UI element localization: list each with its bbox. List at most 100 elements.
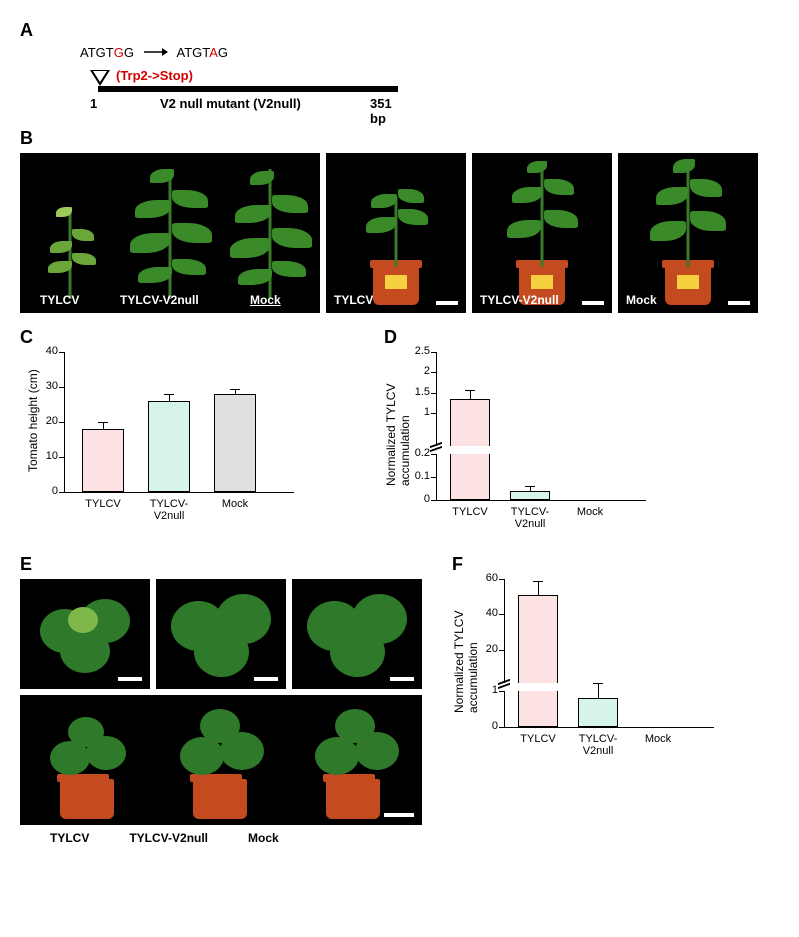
panel-label-c: C	[20, 327, 294, 348]
leaf	[172, 259, 206, 275]
bp-start: 1	[90, 96, 97, 111]
pot	[373, 265, 419, 305]
leaf	[690, 179, 722, 197]
panel-b-images: TYLCV TYLCV-V2null Mock TYLCV TYLCV-V2nu…	[20, 153, 779, 313]
label-tylcv: TYLCV	[50, 831, 89, 845]
scale-bar	[390, 677, 414, 681]
pot	[665, 265, 711, 305]
leaf	[398, 209, 428, 225]
scale-bar	[728, 301, 750, 305]
scale-bar	[436, 301, 458, 305]
mutant-name: V2 null mutant (V2null)	[160, 96, 301, 111]
label-v2null: TYLCV-V2null	[129, 831, 208, 845]
seq-before-post: G	[124, 45, 134, 60]
leaf	[72, 229, 94, 241]
pot	[60, 779, 114, 819]
label-v2null: TYLCV-V2null	[120, 293, 199, 307]
label-v2null: TYLCV-V2null	[480, 293, 559, 307]
leaf	[230, 238, 270, 258]
panel-a: A ATGTGG ATGTAG (Trp2->Stop) 1 V2 null m…	[20, 20, 779, 114]
leaf	[172, 223, 212, 243]
benth-top-tylcv	[20, 579, 150, 689]
leaf	[690, 211, 726, 231]
stem	[395, 197, 398, 267]
chart-c: 010203040Tomato height (cm)TYLCVTYLCV-V2…	[20, 352, 294, 532]
label-mock-scalebar: Mock	[250, 293, 281, 307]
gene-diagram: (Trp2->Stop) 1 V2 null mutant (V2null) 3…	[80, 64, 400, 114]
potted-tylcv: TYLCV	[326, 153, 466, 313]
pot	[326, 779, 380, 819]
scale-bar	[384, 813, 414, 817]
label-tylcv: TYLCV	[334, 293, 373, 307]
leaf	[200, 709, 240, 743]
panel-label-a: A	[20, 20, 779, 41]
panels-c-d-row: C 010203040Tomato height (cm)TYLCVTYLCV-…	[20, 327, 779, 540]
leaf	[330, 627, 385, 677]
pot-tag	[531, 275, 553, 289]
leaf	[544, 210, 578, 228]
panel-e: E	[20, 554, 422, 845]
leaf	[544, 179, 574, 195]
scale-bar	[582, 301, 604, 305]
panel-c: C 010203040Tomato height (cm)TYLCVTYLCV-…	[20, 327, 294, 540]
leaf	[272, 261, 306, 277]
leaf	[68, 717, 104, 747]
seq-before-pre: ATGT	[80, 45, 114, 60]
leaf	[235, 205, 271, 223]
leaf	[507, 220, 541, 238]
pot	[193, 779, 247, 819]
leaf	[371, 194, 397, 208]
leaf	[238, 269, 272, 285]
benthamiana-top-row	[20, 579, 422, 689]
chart-f: 01204060Normalized TYLCVaccumulationTYLC…	[452, 579, 714, 767]
leaf	[673, 159, 695, 173]
leaf	[194, 627, 249, 677]
bp-end: 351 bp	[370, 96, 400, 126]
leaf	[68, 607, 98, 633]
leaf	[272, 228, 312, 248]
seq-after-pre: ATGT	[176, 45, 209, 60]
sequence-mutation: ATGTGG ATGTAG	[80, 45, 779, 60]
insertion-triangle-icon	[90, 70, 110, 86]
label-tylcv: TYLCV	[40, 293, 79, 307]
leaf	[512, 187, 542, 203]
pot-tag	[677, 275, 699, 289]
scale-bar	[254, 677, 278, 681]
leaf	[650, 221, 686, 241]
chart-d: 00.10.211.522.5Normalized TYLCVaccumulat…	[384, 352, 646, 540]
seq-after-post: G	[218, 45, 228, 60]
benth-top-mock	[292, 579, 422, 689]
leaf	[272, 195, 308, 213]
trp-stop-label: (Trp2->Stop)	[116, 68, 193, 83]
panel-b: B TYL	[20, 128, 779, 313]
leaf	[60, 629, 110, 673]
pot-tag	[385, 275, 407, 289]
potted-v2null: TYLCV-V2null	[472, 153, 612, 313]
panel-d: D 00.10.211.522.5Normalized TYLCVaccumul…	[384, 327, 646, 540]
leaf	[72, 253, 96, 265]
seq-after-mut: A	[209, 45, 218, 60]
benthamiana-side-row	[20, 695, 422, 825]
label-mock: Mock	[248, 831, 279, 845]
panel-f: F 01204060Normalized TYLCVaccumulationTY…	[452, 554, 714, 845]
potted-mock: Mock	[618, 153, 758, 313]
panel-label-e: E	[20, 554, 422, 575]
leaf	[656, 187, 688, 205]
scale-bar	[118, 677, 142, 681]
panel-e-labels: TYLCV TYLCV-V2null Mock	[50, 831, 422, 845]
leaf	[135, 200, 171, 218]
leaf	[130, 233, 170, 253]
seq-before-mut: G	[114, 45, 124, 60]
leaf	[398, 189, 424, 203]
panel-label-b: B	[20, 128, 779, 149]
leaf	[527, 161, 547, 173]
benth-top-v2null	[156, 579, 286, 689]
tomato-shoots-box: TYLCV TYLCV-V2null Mock	[20, 153, 320, 313]
gene-bar	[98, 86, 398, 92]
label-mock: Mock	[626, 293, 657, 307]
arrow-icon	[144, 47, 168, 57]
leaf	[335, 709, 375, 743]
leaf	[138, 267, 172, 283]
leaf	[172, 190, 208, 208]
panels-e-f-row: E	[20, 554, 779, 845]
